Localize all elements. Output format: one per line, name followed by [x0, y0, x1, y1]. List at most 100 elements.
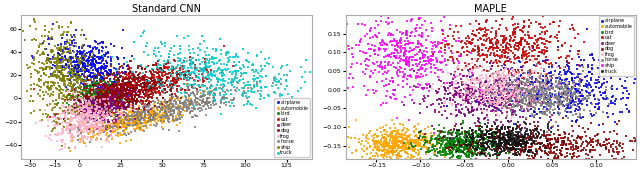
Point: [482, 143, 492, 146]
Point: [66, 89, 76, 92]
Point: [107, 83, 117, 86]
Point: [152, 120, 163, 123]
Point: [392, 155, 403, 158]
Point: [407, 148, 417, 151]
Point: [471, 141, 481, 144]
Point: [186, 101, 196, 104]
Point: [539, 100, 549, 103]
Point: [394, 146, 404, 149]
Point: [444, 145, 454, 147]
Point: [111, 97, 122, 100]
Point: [513, 44, 524, 47]
Point: [114, 97, 124, 99]
Point: [508, 112, 518, 114]
Point: [81, 122, 91, 125]
Point: [467, 86, 477, 89]
Point: [493, 102, 503, 105]
Point: [99, 90, 109, 93]
Point: [77, 106, 87, 109]
Point: [160, 45, 170, 48]
Point: [114, 117, 124, 120]
Point: [106, 100, 116, 103]
Point: [388, 153, 398, 156]
Point: [518, 81, 528, 84]
Point: [250, 70, 260, 73]
Point: [78, 58, 88, 60]
Point: [488, 87, 499, 90]
Point: [82, 115, 92, 118]
Point: [132, 93, 143, 96]
Point: [587, 54, 597, 57]
Point: [56, 57, 66, 59]
Point: [59, 46, 69, 48]
Point: [192, 67, 202, 69]
Point: [101, 95, 111, 97]
Point: [595, 154, 605, 157]
Point: [79, 34, 89, 37]
Point: [99, 77, 109, 80]
Point: [212, 62, 222, 64]
Point: [94, 103, 104, 106]
Point: [525, 95, 536, 98]
Point: [110, 123, 120, 126]
Point: [481, 105, 491, 107]
Point: [109, 92, 120, 95]
Point: [394, 154, 404, 157]
Point: [86, 100, 96, 103]
Point: [497, 86, 508, 89]
Point: [501, 138, 511, 141]
Point: [428, 83, 438, 85]
Point: [127, 116, 138, 119]
Point: [107, 123, 117, 126]
Point: [65, 128, 75, 130]
Point: [124, 118, 134, 121]
Point: [77, 56, 88, 59]
Point: [478, 34, 488, 37]
Point: [36, 74, 47, 77]
Point: [554, 80, 564, 83]
Point: [371, 159, 381, 162]
Point: [446, 150, 456, 153]
Point: [134, 115, 145, 117]
Point: [548, 96, 559, 99]
Point: [49, 125, 59, 128]
Point: [517, 127, 527, 129]
Point: [429, 134, 440, 137]
Point: [504, 95, 514, 98]
Point: [81, 70, 91, 73]
Point: [149, 53, 159, 56]
Point: [81, 89, 92, 92]
Point: [486, 100, 496, 103]
Point: [86, 92, 97, 94]
Point: [159, 100, 170, 103]
Point: [498, 146, 508, 149]
Point: [58, 103, 68, 106]
Point: [442, 82, 452, 85]
Point: [385, 134, 396, 136]
Point: [399, 60, 410, 63]
Point: [93, 92, 103, 95]
Point: [218, 90, 228, 93]
Point: [397, 146, 407, 148]
Point: [373, 142, 383, 144]
Point: [99, 94, 109, 96]
Point: [60, 116, 70, 119]
Point: [98, 89, 108, 92]
Point: [131, 77, 141, 80]
Point: [465, 67, 475, 70]
Point: [561, 93, 572, 96]
Point: [390, 137, 401, 140]
Point: [408, 138, 418, 141]
Point: [102, 111, 112, 114]
Point: [504, 89, 514, 92]
Point: [96, 90, 106, 93]
Point: [102, 85, 112, 88]
Point: [553, 106, 563, 109]
Point: [562, 98, 572, 101]
Point: [499, 67, 509, 70]
Point: [462, 76, 472, 79]
Point: [511, 95, 521, 98]
Point: [451, 151, 461, 154]
Point: [57, 79, 67, 82]
Point: [567, 87, 577, 90]
